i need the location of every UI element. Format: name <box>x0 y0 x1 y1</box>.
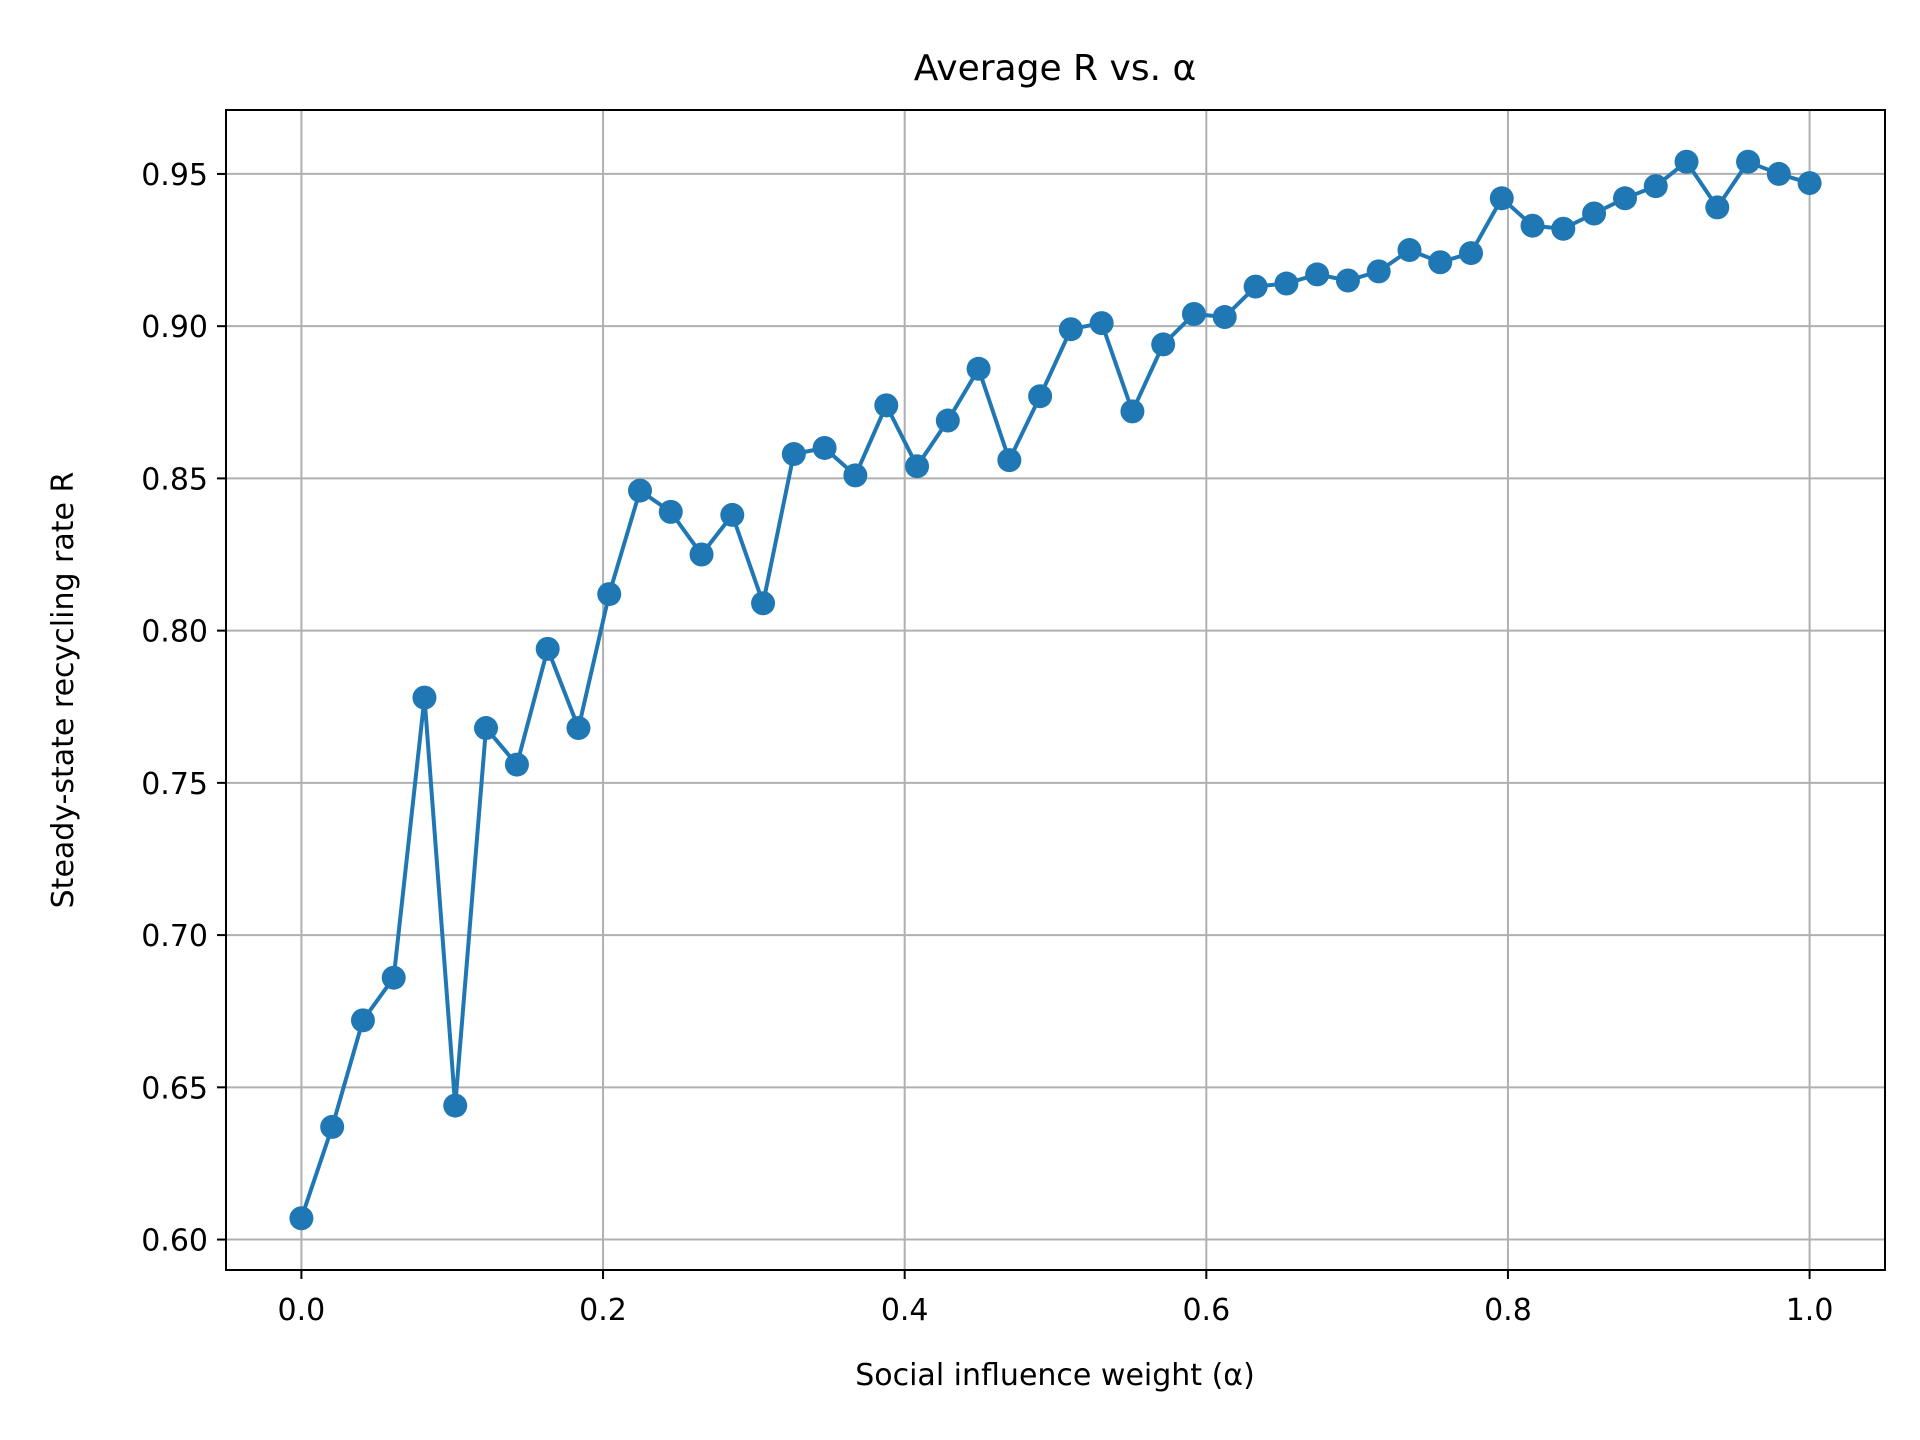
data-point <box>412 685 437 710</box>
data-point <box>1459 241 1484 266</box>
x-axis-title: Social influence weight (α) <box>855 1358 1255 1393</box>
series-layer <box>289 149 1822 1231</box>
data-point <box>966 356 991 381</box>
data-point <box>1520 213 1545 238</box>
data-point <box>812 435 837 460</box>
grid <box>226 110 1885 1270</box>
data-point <box>997 448 1022 473</box>
y-tick-label: 0.85 <box>141 462 208 497</box>
data-point <box>597 582 622 607</box>
data-point <box>443 1093 468 1118</box>
ticks: 0.0 0.2 0.4 0.6 0.8 1.0 0.60 0.65 0.70 0.75 0.80 0.… <box>141 158 1833 1328</box>
data-point <box>1797 171 1822 196</box>
data-point <box>1151 332 1176 357</box>
data-point <box>1766 161 1791 186</box>
data-point <box>566 716 591 741</box>
y-tick-label: 0.95 <box>141 158 208 193</box>
data-point <box>843 463 868 488</box>
data-point <box>1243 274 1268 299</box>
data-point <box>1674 149 1699 174</box>
data-point <box>1736 149 1761 174</box>
y-axis-title: Steady-state recycling rate R <box>46 472 81 909</box>
data-point <box>1212 305 1237 330</box>
chart-title: Average R vs. α <box>914 48 1196 89</box>
data-point <box>535 636 560 661</box>
data-point <box>1366 259 1391 284</box>
data-point <box>1274 271 1299 296</box>
data-point <box>1028 384 1053 409</box>
data-point <box>1643 174 1668 199</box>
x-tick-label: 0.6 <box>1182 1293 1230 1328</box>
data-point <box>1612 186 1637 211</box>
x-tick-label: 0.8 <box>1484 1293 1532 1328</box>
data-point <box>1582 201 1607 226</box>
x-tick-label: 0.2 <box>579 1293 627 1328</box>
data-point <box>1335 268 1360 293</box>
data-point <box>1058 317 1083 342</box>
data-point <box>289 1206 314 1231</box>
data-point <box>1551 216 1576 241</box>
data-point <box>658 499 683 524</box>
data-point <box>474 716 499 741</box>
y-tick-label: 0.80 <box>141 615 208 650</box>
data-point <box>1305 262 1330 287</box>
data-point <box>1705 195 1730 220</box>
data-point <box>1120 399 1145 424</box>
data-point <box>1489 186 1514 211</box>
data-point <box>627 478 652 503</box>
x-tick-label: 0.4 <box>881 1293 929 1328</box>
data-point <box>504 752 529 777</box>
plot-frame <box>225 109 1886 1271</box>
data-point <box>874 393 899 418</box>
y-tick-label: 0.60 <box>141 1224 208 1259</box>
y-tick-label: 0.75 <box>141 767 208 802</box>
data-point <box>1181 301 1206 326</box>
data-point <box>1428 250 1453 275</box>
data-point <box>1397 238 1422 263</box>
data-point <box>320 1114 345 1139</box>
data-point <box>751 591 776 616</box>
x-tick-label: 1.0 <box>1786 1293 1834 1328</box>
x-tick-label: 0.0 <box>278 1293 326 1328</box>
data-point <box>781 442 806 467</box>
y-tick-label: 0.70 <box>141 919 208 954</box>
data-point <box>905 454 930 479</box>
y-tick-label: 0.65 <box>141 1071 208 1106</box>
data-point <box>689 542 714 567</box>
data-point <box>350 1008 375 1033</box>
data-point <box>935 408 960 433</box>
data-point <box>381 965 406 990</box>
data-point <box>720 502 745 527</box>
y-tick-label: 0.90 <box>141 310 208 345</box>
data-point <box>1089 311 1114 336</box>
